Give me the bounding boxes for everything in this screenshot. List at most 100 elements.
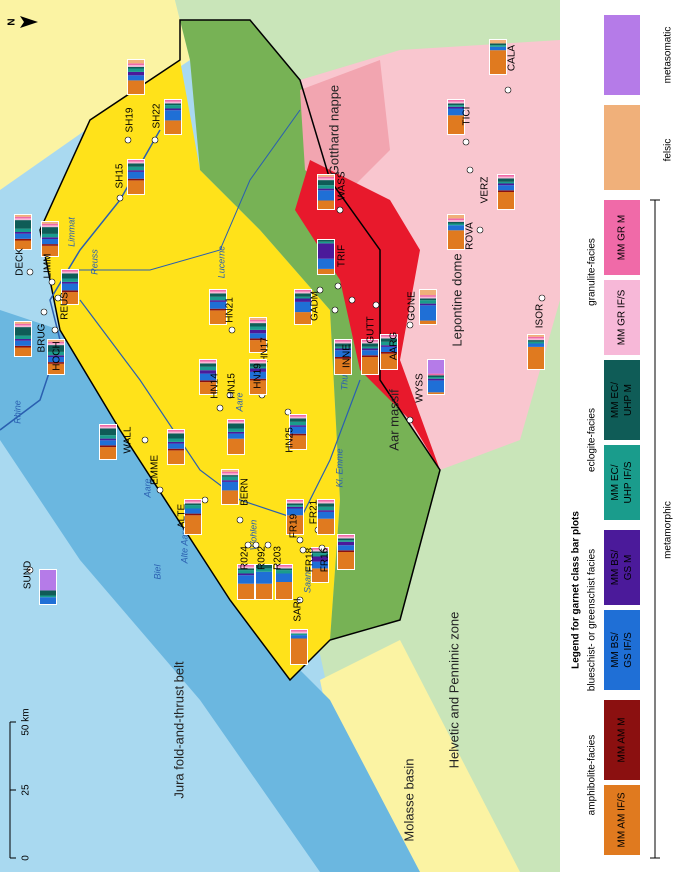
- bar-segment: [498, 192, 514, 209]
- bar-segment: [338, 538, 354, 541]
- bar-segment: [362, 346, 378, 349]
- site-marker: [51, 326, 59, 334]
- bar-segment: [238, 566, 254, 569]
- bar-segment: [62, 278, 78, 282]
- site-label: ISOR: [535, 304, 546, 328]
- bar-segment: [276, 570, 292, 574]
- bar-segment: [48, 341, 64, 344]
- bar-segment: [228, 420, 244, 422]
- catchment-outline: [39, 19, 441, 682]
- north-arrow: [20, 16, 38, 28]
- bar-segment: [238, 570, 254, 574]
- site-label: CALA: [507, 45, 518, 71]
- bar-segment: [312, 561, 328, 569]
- bar-segment: [222, 480, 238, 482]
- bar-segment: [168, 430, 184, 432]
- bar-segment: [42, 244, 58, 246]
- bar-segment: [250, 323, 266, 327]
- site-label: REUS: [60, 292, 71, 320]
- bar-segment: [200, 361, 216, 364]
- legend-swatch: [604, 445, 640, 520]
- bar-segment: [200, 363, 216, 367]
- bar-segment: [381, 338, 397, 342]
- legend-swatch: [604, 785, 640, 855]
- bar-segment: [48, 357, 64, 363]
- bar-segment: [185, 515, 201, 534]
- bar-segment: [335, 350, 351, 357]
- bar-segment: [318, 518, 334, 534]
- site-marker: [299, 546, 307, 554]
- river-label: Kl. Emme: [334, 448, 344, 487]
- site-label: R092: [257, 546, 268, 570]
- bar-segment: [222, 470, 238, 472]
- site-label: HN25: [285, 427, 296, 453]
- bar-segment: [128, 66, 144, 69]
- bar-segment: [256, 568, 272, 572]
- site-marker: [228, 326, 236, 334]
- bar-segment: [338, 550, 354, 552]
- bar-segment: [185, 503, 201, 506]
- bar-segment: [238, 568, 254, 571]
- bar-segment: [210, 296, 226, 301]
- site-marker: [331, 306, 339, 314]
- bar-segment: [15, 322, 31, 324]
- site-marker: [116, 194, 124, 202]
- bar-segment: [276, 566, 292, 569]
- scale-label: 50 km: [21, 708, 32, 735]
- bar-segment: [287, 515, 303, 534]
- site-label: HN21: [225, 297, 236, 323]
- bar-segment: [250, 321, 266, 324]
- bar-segment: [165, 108, 181, 111]
- site-label: WASS: [337, 171, 348, 200]
- bar-segment: [42, 245, 58, 256]
- bar-segment: [420, 298, 436, 301]
- site-label: HN19: [253, 363, 264, 389]
- legend-swatch: [604, 200, 640, 275]
- bar-segment: [48, 351, 64, 356]
- legend-group-label: eclogite-facies: [587, 408, 598, 472]
- bar-segment: [256, 571, 272, 584]
- bar-segment: [498, 181, 514, 184]
- site-label: SH22: [152, 103, 163, 128]
- legend-swatch: [604, 360, 640, 440]
- scale-label: 0: [21, 855, 32, 861]
- bar-segment: [338, 541, 354, 546]
- bar-segment: [128, 60, 144, 64]
- scale-label: 25: [21, 784, 32, 796]
- bar-segment: [287, 500, 303, 502]
- bar-segment: [318, 180, 334, 186]
- bar-segment: [100, 425, 116, 427]
- site-label: ROVA: [465, 222, 476, 250]
- molasse: [40, 60, 340, 680]
- bar-segment: [287, 508, 303, 516]
- site-label: TICI: [462, 107, 473, 126]
- river: [70, 109, 301, 271]
- river-label: Aare: [234, 392, 244, 412]
- site-label: SUND: [23, 561, 34, 589]
- site-label: HOCH: [52, 341, 63, 370]
- bar-segment: [335, 343, 351, 347]
- bar-segment: [200, 373, 216, 381]
- bar-segment: [200, 370, 216, 374]
- region-label: Molasse basin: [401, 758, 416, 841]
- bar-segment: [498, 185, 514, 191]
- bar-segment: [210, 301, 226, 309]
- bar-segment: [448, 105, 464, 107]
- bar-segment: [250, 361, 266, 364]
- bar-segment: [448, 220, 464, 222]
- bar-segment: [498, 190, 514, 192]
- site-label: GONE: [407, 291, 418, 321]
- bar-segment: [291, 630, 307, 632]
- river-label: Thun: [339, 370, 349, 391]
- bar-segment: [312, 551, 328, 554]
- bar-segment: [185, 501, 201, 504]
- legend-class-label: GS IF/S: [623, 632, 634, 668]
- bar-segment: [287, 505, 303, 507]
- bar-segment: [250, 319, 266, 322]
- bar-segment: [100, 440, 116, 446]
- bar-segment: [498, 176, 514, 179]
- legend-class-label: MM EC/: [610, 464, 621, 500]
- bar-segment: [312, 568, 328, 582]
- bar-segment: [250, 318, 266, 320]
